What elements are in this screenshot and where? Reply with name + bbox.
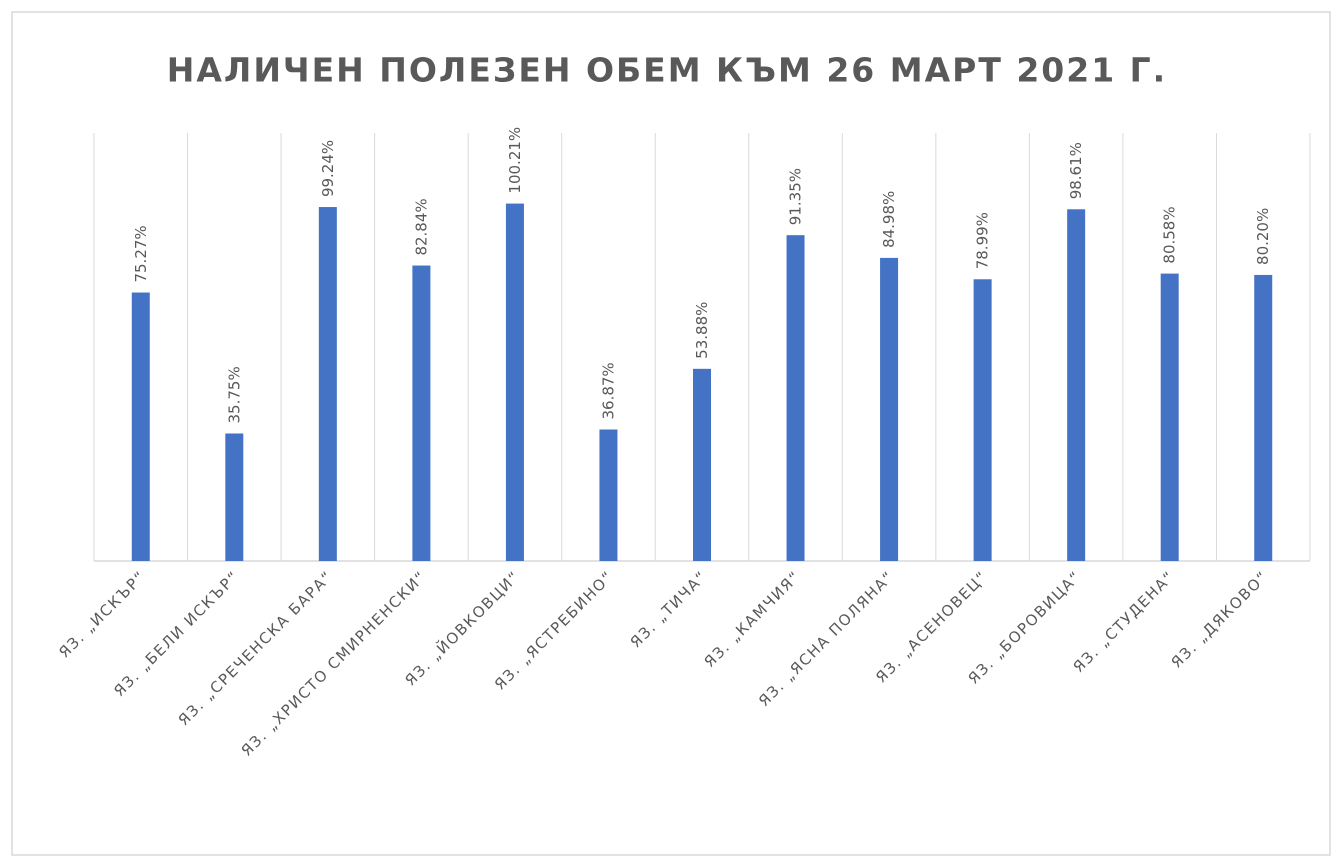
bar — [318, 207, 337, 561]
bar — [1254, 274, 1273, 561]
value-label: 98.61% — [1067, 142, 1085, 199]
value-label: 53.88% — [693, 302, 711, 359]
value-label: 35.75% — [225, 366, 243, 423]
value-label: 80.20% — [1254, 208, 1272, 265]
value-label: 82.84% — [412, 198, 430, 255]
bar — [1067, 209, 1086, 561]
bar — [880, 257, 899, 561]
bar — [225, 433, 244, 561]
bar — [599, 429, 618, 561]
chart-title: НАЛИЧЕН ПОЛЕЗЕН ОБЕМ КЪМ 26 МАРТ 2021 Г. — [167, 51, 1167, 90]
value-label: 100.21% — [506, 127, 524, 194]
value-label: 91.35% — [787, 168, 805, 225]
value-label: 99.24% — [319, 140, 337, 197]
value-label: 84.98% — [880, 191, 898, 248]
bar — [131, 292, 150, 561]
value-label: 75.27% — [132, 225, 150, 282]
value-label: 36.87% — [599, 362, 617, 419]
bar — [412, 265, 431, 561]
value-label: 78.99% — [974, 212, 992, 269]
bar — [1160, 273, 1179, 561]
bar — [973, 279, 992, 561]
chart-border — [11, 11, 1331, 856]
bar — [786, 235, 805, 561]
bar — [693, 368, 711, 561]
value-label: 80.58% — [1161, 206, 1179, 263]
bar — [505, 203, 524, 561]
